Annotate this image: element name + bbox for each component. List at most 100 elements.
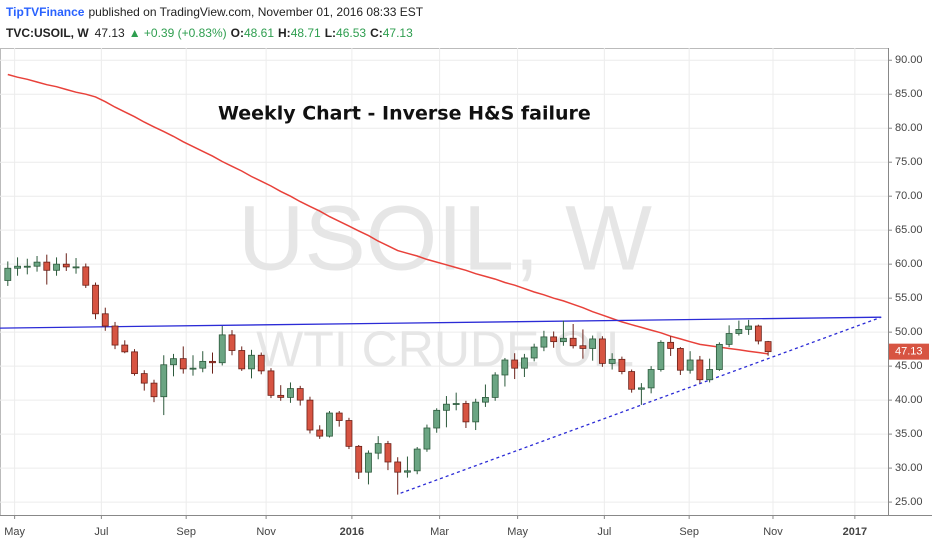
x-tick-label: 2017	[843, 526, 867, 538]
candle-body	[267, 370, 275, 396]
last-price: 47.13	[95, 26, 125, 40]
y-tick-label: 80.00	[895, 122, 923, 134]
candle-body	[296, 388, 304, 401]
candle-body	[160, 364, 168, 398]
watermark: USOIL, W	[238, 187, 652, 289]
y-tick-label: 55.00	[895, 292, 923, 304]
candle-body	[647, 369, 655, 389]
candle-body	[72, 266, 80, 269]
candle-body	[706, 369, 714, 381]
candle-body	[598, 338, 606, 364]
candle-body	[501, 359, 509, 376]
candle-body	[189, 367, 197, 370]
candle-body	[326, 412, 333, 437]
candle-body	[248, 354, 255, 370]
candle-body	[394, 461, 402, 473]
y-tick-label: 30.00	[895, 462, 923, 474]
last-price-box	[889, 343, 929, 360]
candle-body	[43, 261, 51, 271]
candle-body	[101, 313, 109, 327]
high-label: H:	[278, 26, 291, 40]
candle-body	[199, 360, 207, 369]
candle-body	[355, 445, 363, 473]
candle-body	[511, 359, 519, 369]
candle-body	[696, 359, 704, 381]
candle-body	[238, 350, 246, 370]
annotation: Weekly Chart - Inverse H&S failure	[218, 103, 591, 125]
candle-body	[316, 429, 324, 437]
y-tick-label: 70.00	[895, 190, 923, 202]
candle-body	[33, 261, 41, 267]
candle-body	[569, 337, 577, 347]
candle-body	[628, 371, 636, 390]
y-tick-label: 45.00	[895, 360, 923, 372]
x-tick-label: 2016	[340, 526, 364, 538]
y-tick-label: 85.00	[895, 88, 923, 100]
candle-body	[745, 325, 753, 330]
open-value: 48.61	[244, 26, 274, 40]
y-tick-label: 65.00	[895, 224, 923, 236]
candle-body	[550, 336, 558, 343]
x-tick-label: Nov	[256, 526, 276, 538]
candle-body	[618, 358, 626, 372]
candle-body	[111, 325, 119, 346]
published: published on TradingView.com, November 0…	[88, 5, 423, 19]
candle-body	[764, 341, 772, 353]
candle-body	[365, 452, 372, 473]
candle-body	[608, 358, 616, 364]
candle-body	[53, 263, 60, 271]
candle-body	[579, 345, 587, 349]
y-tick-label: 40.00	[895, 394, 923, 406]
x-tick-label: Sep	[679, 526, 699, 538]
x-tick-label: Nov	[763, 526, 783, 538]
publisher: TipTVFinance	[6, 5, 85, 19]
candle-body	[413, 448, 421, 472]
candle-body	[228, 334, 236, 351]
candle-body	[735, 329, 743, 334]
trendline	[400, 316, 882, 494]
candle-body	[170, 358, 177, 366]
header-line: TipTVFinance published on TradingView.com…	[6, 5, 424, 19]
candle-body	[287, 388, 294, 398]
candle-body	[14, 265, 21, 269]
candle-body	[452, 403, 460, 405]
low-label: L:	[325, 26, 336, 40]
candle-body	[404, 470, 411, 473]
candle-body	[306, 399, 314, 431]
candle-body	[345, 420, 353, 447]
candle-body	[423, 427, 431, 450]
candle-body	[277, 394, 285, 398]
close-label: C:	[370, 26, 383, 40]
candle-body	[491, 374, 499, 398]
candle-body	[218, 334, 226, 364]
candle-body	[433, 409, 441, 429]
x-tick-label: Jul	[94, 526, 108, 538]
candle-body	[715, 343, 723, 370]
grid-layer	[0, 48, 888, 515]
candle-body	[540, 336, 548, 348]
candle-body	[686, 359, 694, 371]
high-value: 48.71	[291, 26, 321, 40]
candle-body	[150, 382, 158, 398]
candle-body	[472, 401, 480, 423]
candle-body	[589, 338, 597, 349]
candle-body	[560, 337, 567, 343]
y-tick-label: 75.00	[895, 156, 923, 168]
x-tick-label: Sep	[176, 526, 196, 538]
candle-body	[257, 354, 265, 372]
watermark-sub: WTI CRUDE OIL	[256, 321, 634, 377]
last-price-label: 47.13	[895, 346, 923, 358]
candle-body	[23, 265, 31, 268]
candle-body	[209, 360, 216, 364]
candle-body	[462, 403, 470, 423]
y-tick-label: 25.00	[895, 496, 923, 508]
candle-body	[4, 267, 12, 281]
candle-body	[657, 341, 665, 370]
candle-body	[667, 341, 675, 349]
y-tick-label: 60.00	[895, 258, 923, 270]
candle-body	[335, 412, 343, 421]
candle-body	[121, 344, 129, 353]
candle-body	[676, 348, 684, 371]
